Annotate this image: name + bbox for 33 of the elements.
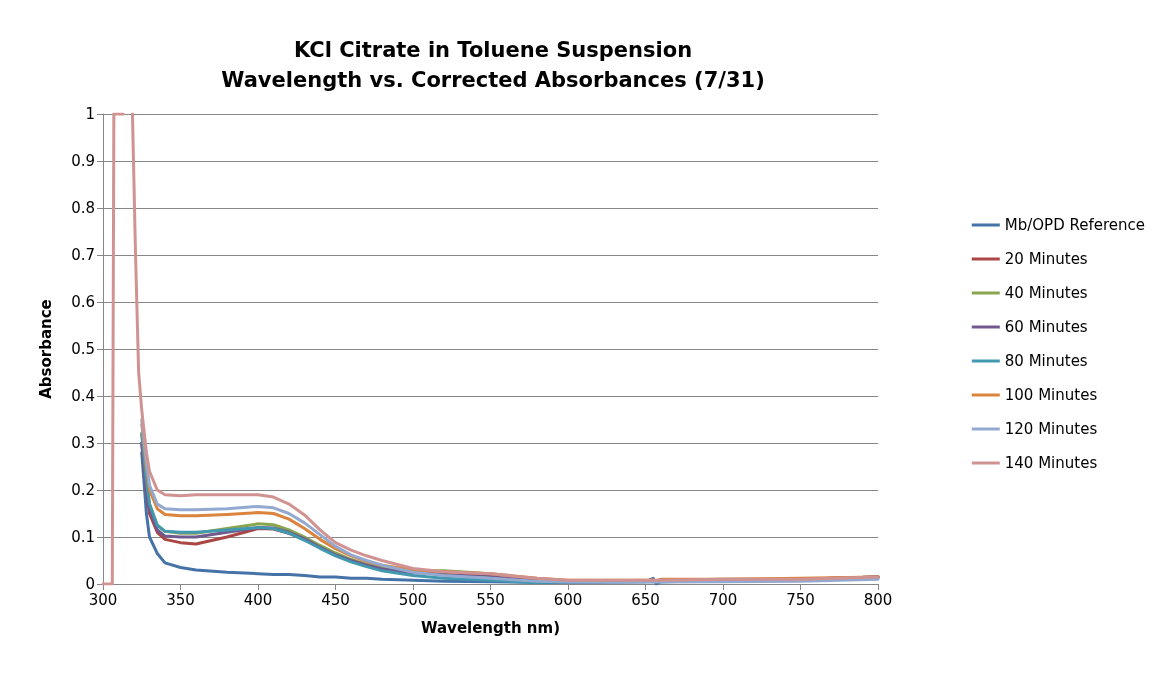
legend-label: 140 Minutes — [1004, 454, 1098, 472]
legend-label: 120 Minutes — [1004, 420, 1098, 438]
x-tick-label: 800 — [863, 590, 893, 609]
y-tick-label: 0.7 — [71, 246, 95, 264]
x-tick-label: 400 — [243, 590, 273, 609]
y-tick-label: 0.2 — [71, 481, 95, 499]
chart-title: KCl Citrate in Toluene Suspension Wavelength vs. Corrected Absorbances (7/31) — [221, 38, 765, 92]
x-tick-label: 300 — [88, 590, 118, 609]
x-tick-label: 450 — [321, 590, 350, 609]
y-tick-label: 0.9 — [71, 152, 95, 170]
legend-label: 20 Minutes — [1004, 250, 1088, 268]
y-tick-label: 0.8 — [71, 199, 95, 217]
legend-label: 100 Minutes — [1004, 386, 1098, 404]
legend-label: 40 Minutes — [1004, 284, 1088, 302]
x-tick-label: 700 — [708, 590, 738, 609]
x-tick-label: 350 — [166, 590, 195, 609]
x-axis-title: Wavelength nm) — [420, 618, 561, 637]
x-tick-label: 550 — [476, 590, 505, 609]
legend-label: 80 Minutes — [1004, 352, 1088, 370]
x-tick-label: 650 — [631, 590, 660, 609]
legend-label: 60 Minutes — [1004, 318, 1088, 336]
x-tick-label: 600 — [553, 590, 583, 609]
x-tick-label: 750 — [786, 590, 815, 609]
legend-label: Mb/OPD Reference — [1004, 216, 1146, 234]
y-tick-label: 0.4 — [71, 387, 95, 405]
x-tick-label: 500 — [398, 590, 428, 609]
y-tick-label: 0.1 — [71, 528, 95, 546]
y-tick-label: 0.5 — [71, 340, 95, 358]
y-tick-label: 1 — [85, 105, 95, 123]
y-tick-label: 0.6 — [71, 293, 95, 311]
y-tick-label: 0 — [85, 575, 95, 593]
y-axis-title: Absorbance — [36, 299, 55, 399]
y-tick-label: 0.3 — [71, 434, 95, 452]
